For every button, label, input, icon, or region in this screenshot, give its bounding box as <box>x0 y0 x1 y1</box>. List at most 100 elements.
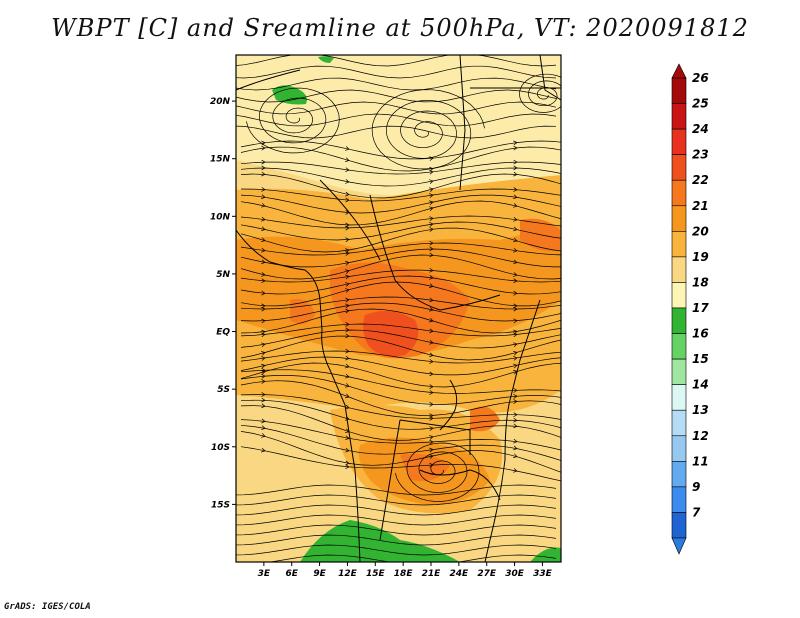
streamline-arrow <box>429 454 434 459</box>
streamline-arrow <box>429 462 434 468</box>
streamline <box>240 356 561 376</box>
streamline <box>236 504 557 516</box>
colorbar-swatch <box>671 128 687 155</box>
streamline-arrow <box>261 145 266 151</box>
streamline-arrow <box>429 246 434 252</box>
streamline-arrow <box>429 275 434 280</box>
colorbar-swatch <box>671 77 687 104</box>
streamline <box>240 369 561 394</box>
streamline-arrow <box>429 402 434 407</box>
colorbar-label: 25 <box>692 97 709 111</box>
streamline <box>240 308 561 334</box>
lon-label: 24E <box>450 569 470 579</box>
streamline-arrow <box>513 248 518 253</box>
streamline <box>240 215 561 229</box>
streamline-arrow <box>261 351 266 356</box>
colorbar-label: 26 <box>692 71 709 85</box>
colorbar-swatch <box>671 256 687 283</box>
colorbar-label: 23 <box>692 148 709 162</box>
colorbar-label: 18 <box>692 275 709 289</box>
streamline-arrow <box>261 226 266 232</box>
streamline <box>268 554 557 562</box>
streamline-arrow <box>261 425 266 431</box>
streamline-arrow <box>261 165 266 171</box>
grads-credit: GrADS: IGES/COLA <box>4 602 91 612</box>
streamline-arrow <box>513 187 518 192</box>
streamline-arrow <box>261 332 266 338</box>
streamline-arrow <box>513 278 518 284</box>
streamline <box>240 350 561 364</box>
streamline-arrow <box>429 317 434 323</box>
streamlines <box>236 55 561 562</box>
streamline-arrow <box>345 179 350 184</box>
streamline-arrow <box>429 384 434 390</box>
streamline <box>236 77 557 91</box>
country-borders <box>236 55 561 562</box>
streamline-arrow <box>345 303 350 309</box>
streamline-arrow <box>513 445 518 451</box>
streamline-arrow <box>513 355 518 361</box>
streamline-arrow <box>513 393 518 399</box>
streamline-arrow <box>345 308 350 314</box>
streamline-arrow <box>429 435 434 440</box>
streamline-arrow <box>429 439 434 445</box>
streamline-arrow <box>261 392 266 397</box>
streamline-arrow <box>345 321 350 327</box>
streamline-arrow <box>429 416 434 421</box>
streamline-arrow <box>513 399 518 404</box>
colorbar-label: 19 <box>692 250 709 264</box>
streamline <box>240 329 561 349</box>
streamline-arrow <box>345 146 350 151</box>
colorbar-label: 21 <box>692 199 709 213</box>
streamline-arrow <box>513 272 518 277</box>
streamline-arrow <box>345 248 350 253</box>
streamline-arrow <box>345 355 350 361</box>
lon-label: 33E <box>533 569 553 579</box>
streamline-arrow <box>261 303 266 309</box>
streamline-arrow <box>429 390 434 395</box>
lon-label: 12E <box>338 569 358 579</box>
streamline-arrow <box>261 356 266 361</box>
colorbar-label: 7 <box>692 505 701 519</box>
streamline-arrow <box>429 200 434 206</box>
streamline-arrow <box>345 464 350 470</box>
streamline <box>240 394 561 420</box>
colorbar: 26 25 24 23 22 21 20 19 18 17 16 15 14 13 12 11 9 7 <box>671 63 709 555</box>
streamline-arrow <box>429 240 434 246</box>
streamline <box>371 89 485 170</box>
streamline-arrow <box>261 194 266 200</box>
colorbar-label: 20 <box>692 224 709 238</box>
streamline-arrow <box>261 272 266 277</box>
streamline <box>240 431 561 473</box>
streamline-arrow <box>345 373 350 379</box>
streamline <box>240 221 561 241</box>
streamline-arrow <box>345 191 350 197</box>
streamline-arrow <box>513 259 518 265</box>
colorbar-swatch <box>671 384 687 411</box>
streamline-arrow <box>261 159 266 165</box>
lon-label: 30E <box>505 569 525 579</box>
colorbar-label: 24 <box>692 122 709 136</box>
streamline-arrow <box>429 169 434 175</box>
streamline-arrow <box>513 303 518 309</box>
streamline-arrow <box>261 171 266 177</box>
streamline <box>519 73 561 113</box>
streamline <box>395 442 480 502</box>
map-title: WBPT [C] and Sreamline at 500hPa, VT: 20… <box>51 14 749 42</box>
streamline-arrow <box>513 318 518 324</box>
lat-label: EQ <box>216 328 230 338</box>
streamline-arrow <box>429 371 434 377</box>
streamline <box>236 89 557 103</box>
streamline <box>236 494 557 506</box>
colorbar-top-arrow <box>671 63 687 79</box>
streamline <box>236 544 557 556</box>
streamline-arrow <box>429 179 434 184</box>
colorbar-label: 16 <box>692 327 709 341</box>
streamline-arrow <box>429 227 434 232</box>
lat-label: 10S <box>211 443 230 453</box>
colorbar-swatch <box>671 512 687 539</box>
streamline <box>236 125 557 139</box>
streamline-arrow <box>261 259 266 265</box>
streamline-arrow <box>429 156 434 161</box>
lon-label: 15E <box>366 569 386 579</box>
